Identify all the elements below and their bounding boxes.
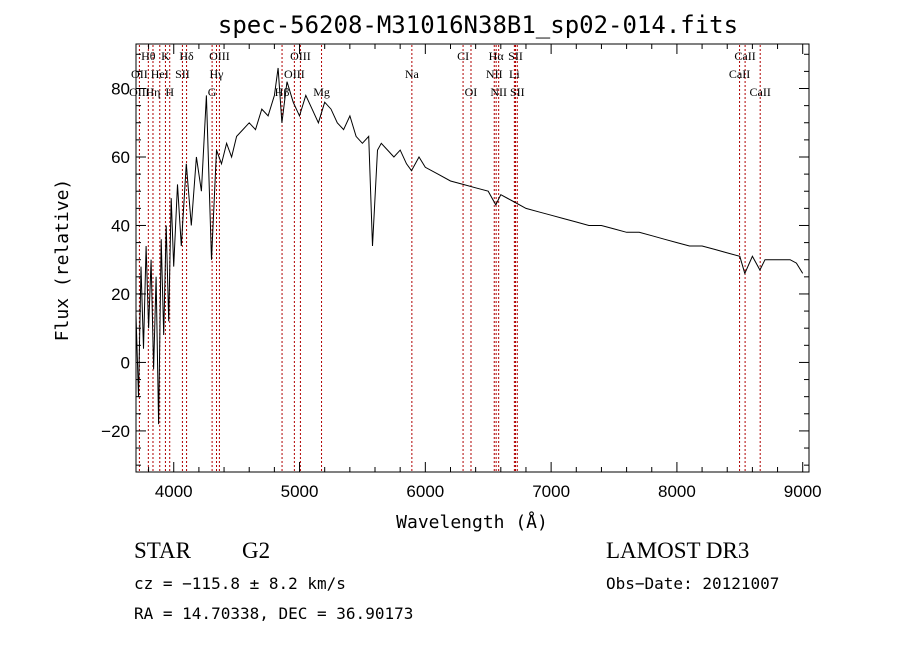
spectral-line-label: Hα bbox=[489, 49, 505, 63]
x-tick-label: 8000 bbox=[658, 482, 696, 501]
spectral-line-label: CaII bbox=[734, 49, 755, 63]
spectral-line-label: NII bbox=[490, 85, 507, 99]
spectral-line-label: Hγ bbox=[210, 67, 225, 81]
redshift-readout: cz = −115.8 ± 8.2 km/s bbox=[134, 574, 346, 593]
spectral-line-label: Li bbox=[509, 67, 520, 81]
x-tick-label: 9000 bbox=[784, 482, 822, 501]
spectrum-line bbox=[135, 67, 804, 425]
x-tick-label: 7000 bbox=[532, 482, 570, 501]
x-axis-ticks: 4000 5000 6000 7000 8000 9000 bbox=[148, 44, 822, 501]
spectral-line-label: CaII bbox=[750, 85, 771, 99]
plot-frame bbox=[135, 43, 810, 473]
survey-name: LAMOST DR3 bbox=[606, 538, 749, 563]
spectral-line-label: SII bbox=[508, 49, 523, 63]
spectral-line-label: OIII bbox=[290, 49, 311, 63]
spectral-line-label: SII bbox=[175, 67, 190, 81]
spectral-line-markers bbox=[138, 45, 761, 471]
x-tick-label: 5000 bbox=[281, 482, 319, 501]
y-tick-label: 80 bbox=[111, 80, 130, 99]
spectral-line-label: HeI bbox=[151, 67, 169, 81]
y-axis-ticks: −20 0 20 40 60 80 bbox=[101, 53, 809, 466]
spectral-line-label: OIII bbox=[284, 67, 305, 81]
object-class: STAR bbox=[134, 538, 192, 563]
spectral-line-label: Hη bbox=[146, 85, 161, 99]
spectral-line-label: Hβ bbox=[275, 85, 290, 99]
y-tick-label: −20 bbox=[101, 422, 130, 441]
y-tick-label: 60 bbox=[111, 148, 130, 167]
spectral-line-label: CaII bbox=[729, 67, 750, 81]
x-tick-label: 4000 bbox=[155, 482, 193, 501]
object-subclass: G2 bbox=[242, 538, 270, 563]
coordinates-readout: RA = 14.70338, DEC = 36.90173 bbox=[134, 604, 413, 623]
x-axis-label: Wavelength (Å) bbox=[396, 511, 548, 533]
spectral-line-label: NII bbox=[486, 67, 503, 81]
y-axis-label: Flux (relative) bbox=[52, 179, 73, 342]
spectral-line-label: K bbox=[161, 49, 170, 63]
spectral-line-label: OII bbox=[131, 67, 148, 81]
spectral-line-label: SII bbox=[510, 85, 525, 99]
spectral-line-label: H bbox=[165, 85, 174, 99]
observation-date: Obs−Date: 20121007 bbox=[606, 574, 779, 593]
spectral-line-label: Hθ bbox=[141, 49, 156, 63]
spectral-line-label: Hδ bbox=[179, 49, 194, 63]
spectral-line-label: G bbox=[208, 85, 217, 99]
y-tick-label: 0 bbox=[121, 353, 130, 372]
y-tick-label: 20 bbox=[111, 285, 130, 304]
spectral-line-label: OIII bbox=[209, 49, 230, 63]
chart-title: spec-56208-M31016N38B1_sp02-014.fits bbox=[218, 11, 738, 39]
spectral-line-label: Na bbox=[405, 67, 420, 81]
spectral-line-label: CI bbox=[457, 49, 469, 63]
x-tick-label: 6000 bbox=[406, 482, 444, 501]
spectral-line-label: OI bbox=[465, 85, 478, 99]
y-tick-label: 40 bbox=[111, 216, 130, 235]
spectral-line-label: Mg bbox=[313, 85, 330, 99]
